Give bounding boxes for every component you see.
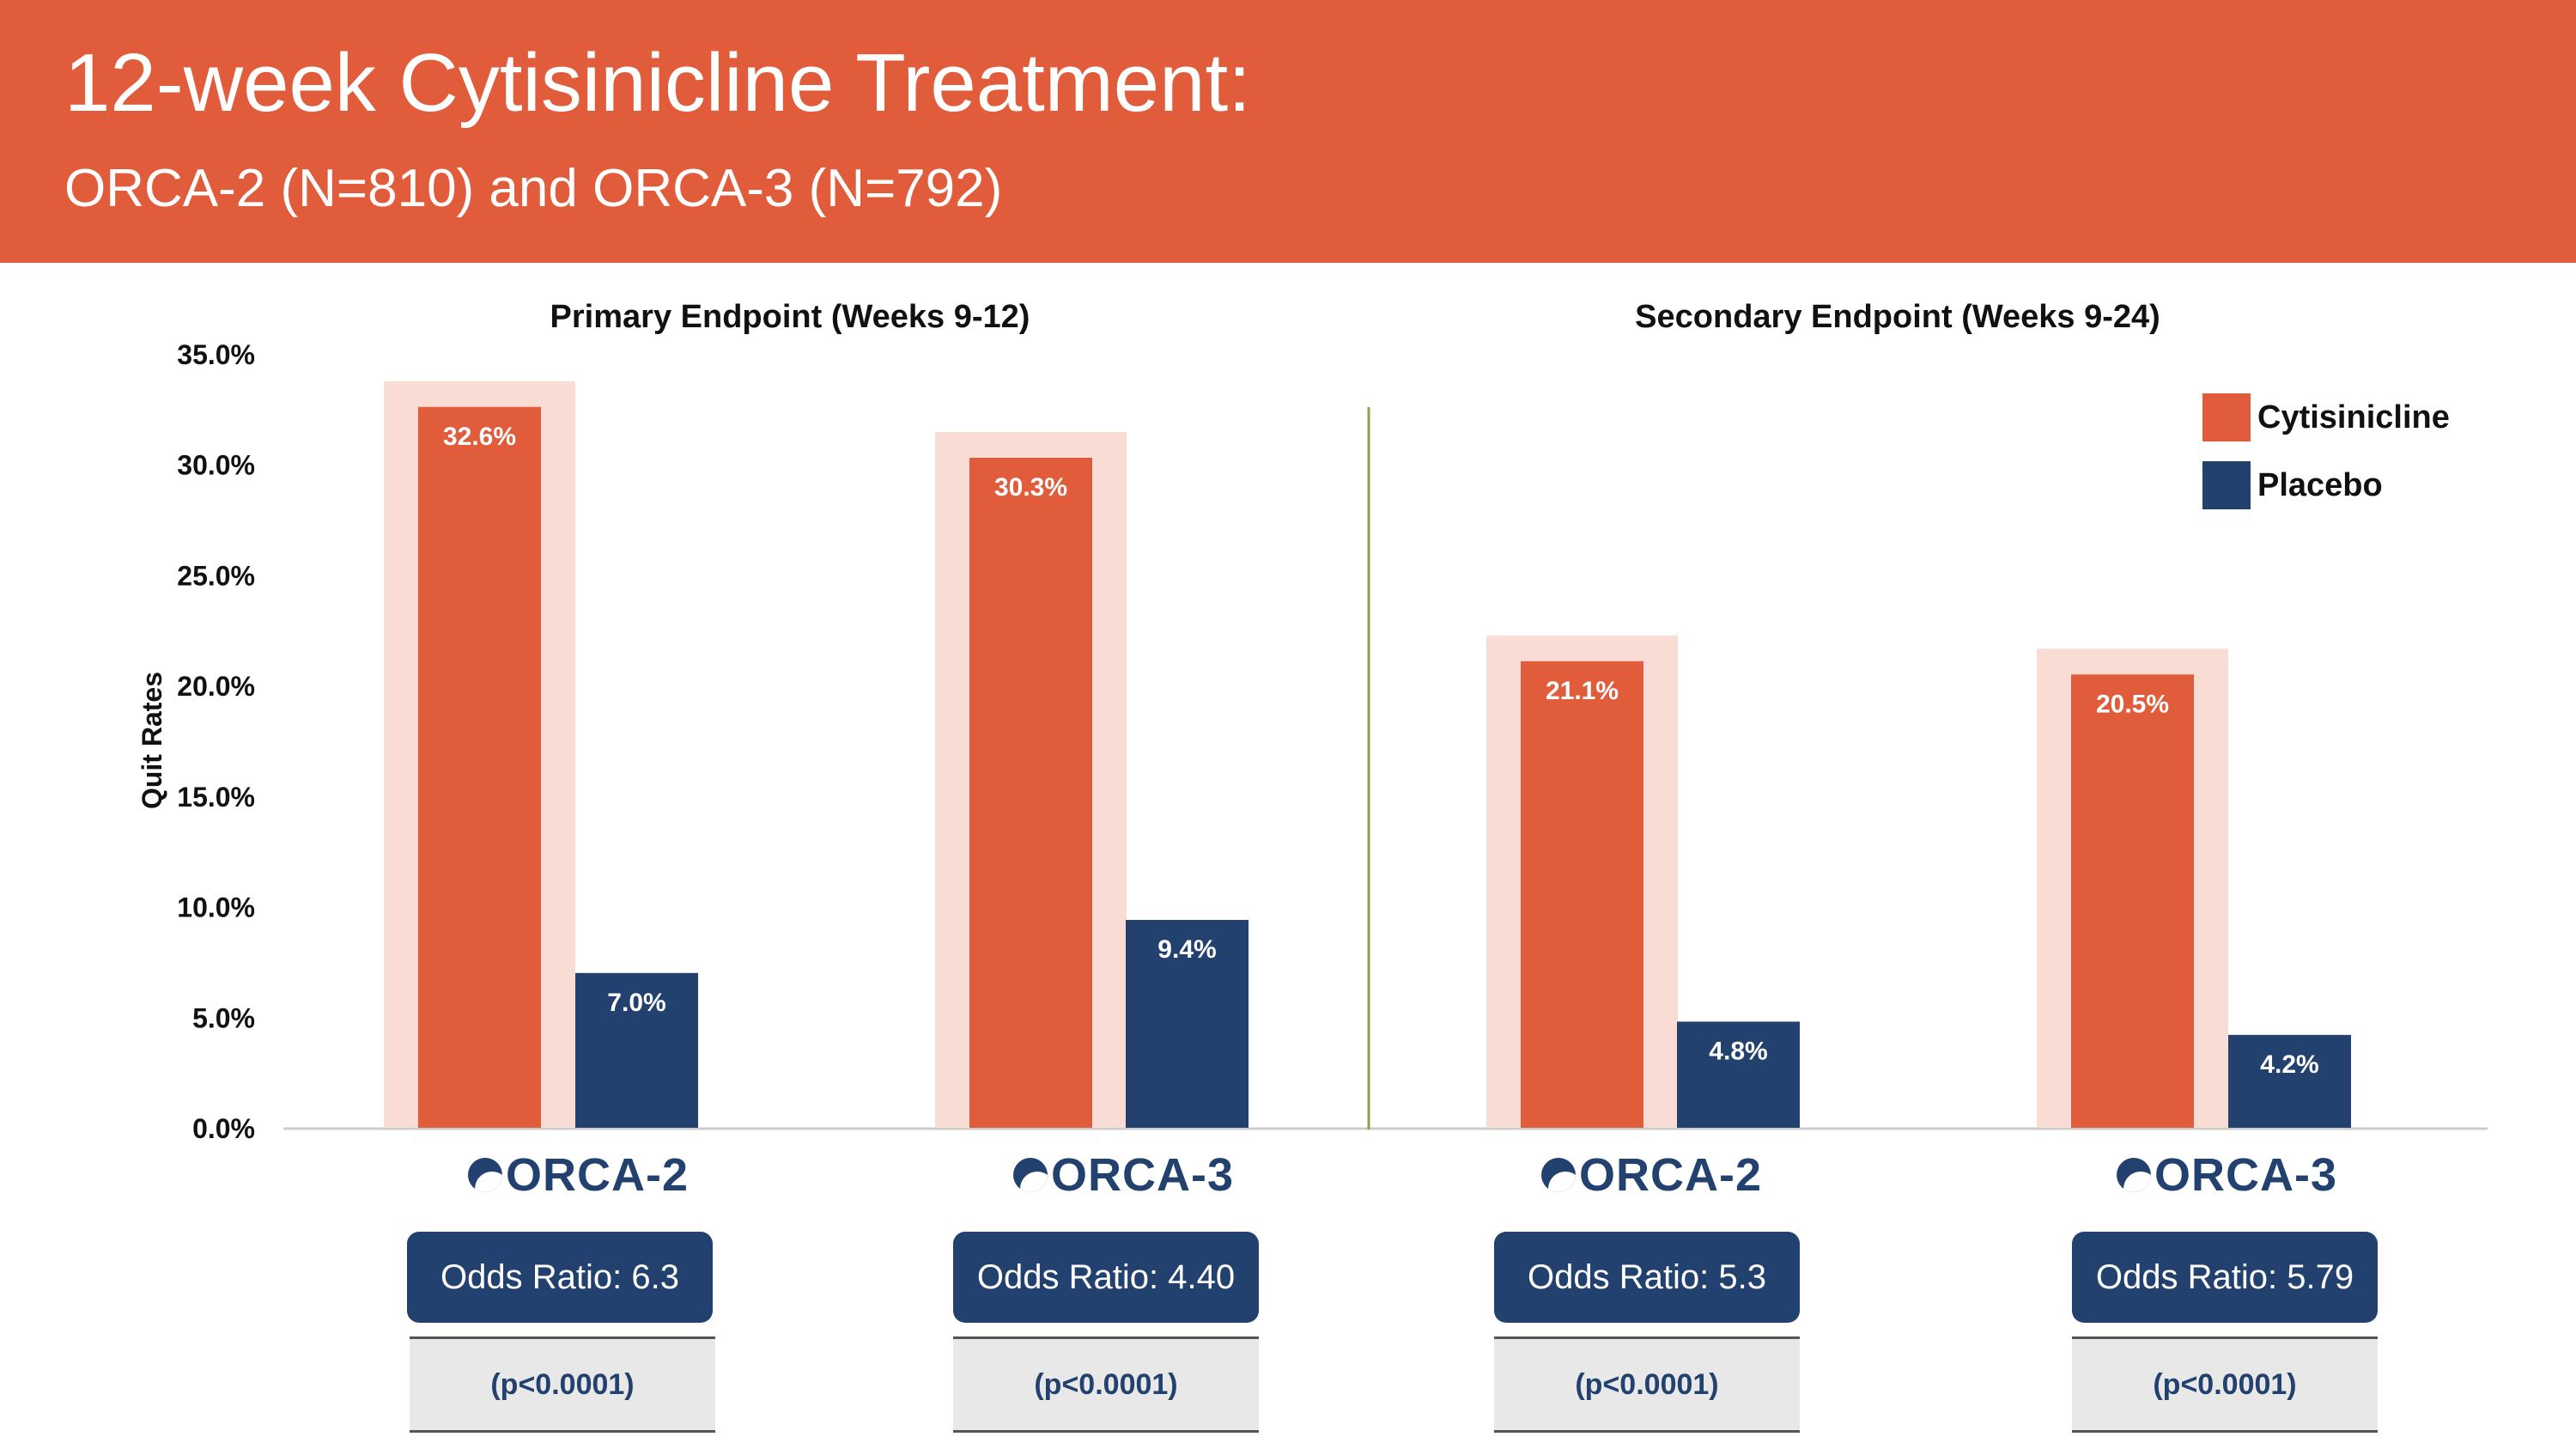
odds-ratio-box: Odds Ratio: 4.40 [953, 1232, 1259, 1323]
y-axis-title: Quit Rates [137, 672, 167, 809]
bar-cytisinicline [1521, 661, 1643, 1128]
orca-logo-icon [1541, 1158, 1576, 1192]
page-title: 12-week Cytisinicline Treatment: [64, 37, 1251, 129]
orca-logo-text: ORCA-2 [1579, 1149, 1763, 1201]
p-value-box: (p<0.0001) [410, 1336, 715, 1433]
orca-logo-text: ORCA-2 [506, 1149, 690, 1201]
legend-label-placebo: Placebo [2257, 466, 2383, 503]
y-tick-label: 5.0% [192, 1002, 255, 1033]
odds-ratio-box: Odds Ratio: 6.3 [407, 1232, 713, 1323]
bar-cytisinicline [969, 457, 1092, 1128]
data-label-placebo: 4.8% [1709, 1037, 1767, 1065]
orca-logo: ORCA-2 [1541, 1148, 1762, 1202]
bar-placebo [2228, 1034, 2351, 1128]
p-value-box: (p<0.0001) [1494, 1336, 1800, 1433]
legend-item-placebo: Placebo [2202, 461, 2383, 509]
orca-logo: ORCA-3 [1013, 1148, 1234, 1202]
orca-logo-icon [1013, 1158, 1048, 1192]
bar-placebo [1677, 1021, 1800, 1128]
bar-cytisinicline [2071, 674, 2194, 1128]
y-tick-label: 30.0% [177, 450, 255, 481]
legend-swatch-cytisinicline [2202, 393, 2251, 441]
bar-cytisinicline [418, 406, 541, 1129]
data-label-cytisinicline: 20.5% [2096, 690, 2169, 718]
orca-logo-icon [468, 1158, 502, 1192]
orca-logo-text: ORCA-3 [1051, 1149, 1235, 1201]
data-label-cytisinicline: 32.6% [443, 423, 516, 451]
y-tick-label: 35.0% [177, 339, 255, 370]
header-banner: 12-week Cytisinicline Treatment: ORCA-2 … [0, 0, 2576, 263]
legend-item-cytisinicline: Cytisinicline [2202, 393, 2450, 441]
y-tick-label: 10.0% [177, 892, 255, 923]
y-tick-label: 25.0% [177, 560, 255, 591]
data-label-placebo: 4.2% [2260, 1050, 2318, 1079]
data-label-cytisinicline: 21.1% [1546, 677, 1619, 705]
orca-logo-text: ORCA-3 [2154, 1149, 2338, 1201]
p-value-box: (p<0.0001) [953, 1336, 1259, 1433]
bar-placebo [575, 972, 698, 1128]
panel-title-primary: Primary Endpoint (Weeks 9-12) [550, 299, 1030, 335]
bar-placebo [1126, 920, 1249, 1128]
page-subtitle: ORCA-2 (N=810) and ORCA-3 (N=792) [64, 159, 1003, 218]
legend-swatch-placebo [2202, 461, 2251, 509]
orca-logo-icon [2117, 1158, 2151, 1192]
orca-logo: ORCA-2 [468, 1148, 689, 1202]
p-value-box: (p<0.0001) [2072, 1336, 2378, 1433]
panel-title-secondary: Secondary Endpoint (Weeks 9-24) [1635, 299, 2160, 335]
y-tick-label: 0.0% [192, 1113, 255, 1144]
data-label-placebo: 7.0% [607, 989, 665, 1017]
data-label-cytisinicline: 30.3% [994, 473, 1067, 502]
y-tick-label: 20.0% [177, 671, 255, 702]
y-tick-label: 15.0% [177, 782, 255, 813]
legend-label-cytisinicline: Cytisinicline [2257, 399, 2450, 435]
odds-ratio-box: Odds Ratio: 5.3 [1494, 1232, 1800, 1323]
orca-logo: ORCA-3 [2117, 1148, 2337, 1202]
odds-ratio-box: Odds Ratio: 5.79 [2072, 1232, 2378, 1323]
data-label-placebo: 9.4% [1157, 935, 1216, 964]
